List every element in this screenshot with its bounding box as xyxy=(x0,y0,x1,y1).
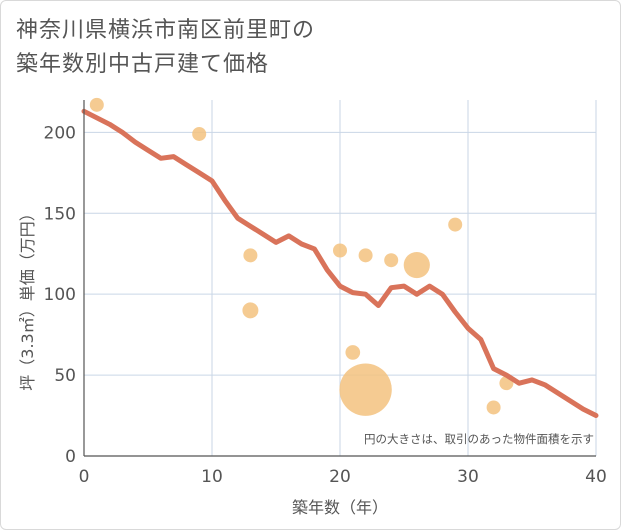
chart-title-line1: 神奈川県横浜市南区前里町の xyxy=(16,18,316,43)
size-note: 円の大きさは、取引のあった物件面積を示す xyxy=(364,432,594,446)
x-tick-label: 0 xyxy=(79,467,90,487)
y-tick-label: 50 xyxy=(54,366,76,386)
y-tick-label: 100 xyxy=(44,285,76,305)
bubble-point xyxy=(486,400,501,415)
x-tick-label: 20 xyxy=(329,467,351,487)
bubble-point xyxy=(242,302,259,319)
x-tick-label: 10 xyxy=(201,467,223,487)
chart-title: 神奈川県横浜市南区前里町の 築年数別中古戸建て価格 xyxy=(16,14,315,82)
bubble-point xyxy=(339,363,392,416)
bubble-point xyxy=(192,126,207,141)
bubble-point xyxy=(333,243,347,258)
bubble-point xyxy=(384,253,399,268)
bubble-series xyxy=(89,97,514,416)
y-tick-label: 0 xyxy=(65,447,76,467)
y-tick-label: 200 xyxy=(44,123,76,143)
x-tick-label: 30 xyxy=(457,467,479,487)
chart-title-line2: 築年数別中古戸建て価格 xyxy=(16,52,270,77)
bubble-point xyxy=(448,217,463,232)
x-tick-label: 40 xyxy=(585,467,607,487)
x-axis-label: 築年数（年） xyxy=(292,498,388,517)
bubble-point xyxy=(345,345,361,360)
bubble-point xyxy=(403,251,430,279)
trend-line xyxy=(81,108,599,418)
axes: 0 10 20 30 40 0 50 100 150 200 xyxy=(44,100,607,487)
bubble-point xyxy=(89,97,104,112)
y-axis-label: 坪（3.3㎡）単価（万円） xyxy=(18,205,37,390)
bubble-point xyxy=(358,248,373,263)
bubble-point xyxy=(243,248,258,263)
y-tick-label: 150 xyxy=(44,204,76,224)
